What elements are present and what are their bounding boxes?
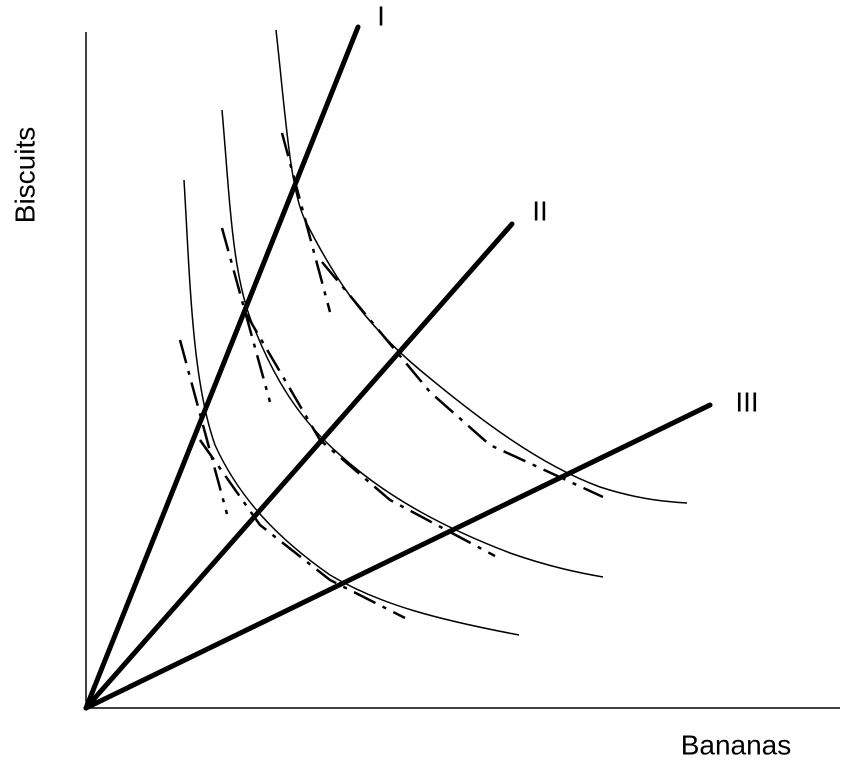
y-axis-label: Biscuits [9,127,40,223]
ray-label: II [532,195,548,226]
ray-label: I [377,0,385,31]
isoquant-outer [275,29,688,504]
x-axis-label: Bananas [681,729,792,760]
ray [83,221,515,711]
ray [83,24,361,711]
ray-label: III [735,386,758,417]
isoquant-kinked-inner [178,339,406,620]
isoquant-kinked-middle [220,227,496,558]
ray [83,402,713,711]
isoquant-middle [221,109,604,578]
isoquant-kinked-outer [280,132,604,499]
isoquant-inner [183,179,520,636]
